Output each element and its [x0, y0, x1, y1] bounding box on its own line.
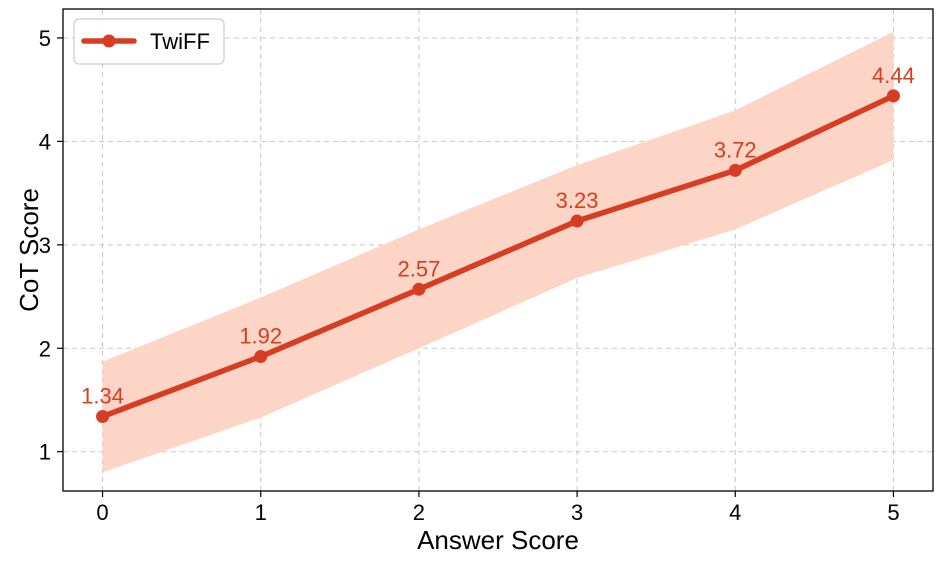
- x-tick-label: 5: [887, 500, 899, 525]
- plot-frame: [62, 8, 934, 492]
- legend: TwiFF: [73, 18, 225, 65]
- data-label: 2.57: [397, 256, 440, 281]
- data-label: 3.23: [556, 188, 599, 213]
- data-labels: 1.34 1.92 2.57 3.23 3.72 4.44: [81, 63, 915, 409]
- confidence-bands: [102, 31, 894, 473]
- y-tick-label: 2: [39, 336, 51, 361]
- data-label: 1.34: [81, 384, 124, 409]
- x-tick-label: 2: [413, 500, 425, 525]
- data-point: [412, 282, 426, 296]
- legend-marker: [102, 34, 116, 48]
- data-label: 4.44: [872, 63, 915, 88]
- x-tick-label: 0: [96, 500, 108, 525]
- y-tick-label: 1: [39, 440, 51, 465]
- x-tick-label: 1: [255, 500, 267, 525]
- data-point: [886, 89, 900, 103]
- data-label: 3.72: [714, 137, 757, 162]
- legend-label: TwiFF: [150, 29, 210, 54]
- axis-ticks: 0 1 2 3 4 5 1 2 3 4 5: [39, 26, 900, 525]
- legend-box: [73, 18, 225, 65]
- data-point: [96, 410, 110, 424]
- y-tick-label: 5: [39, 26, 51, 51]
- data-label: 1.92: [239, 324, 282, 349]
- x-tick-label: 4: [729, 500, 741, 525]
- series-lines: [96, 89, 900, 424]
- x-axis-label: Answer Score: [417, 525, 579, 555]
- x-tick-label: 3: [571, 500, 583, 525]
- confidence-band: [102, 31, 894, 473]
- data-point: [570, 214, 584, 228]
- y-tick-label: 3: [39, 233, 51, 258]
- y-axis-label: CoT Score: [14, 188, 44, 312]
- data-point: [728, 163, 742, 177]
- y-tick-label: 4: [39, 129, 51, 154]
- series-line: [99, 93, 897, 420]
- data-point: [254, 350, 268, 364]
